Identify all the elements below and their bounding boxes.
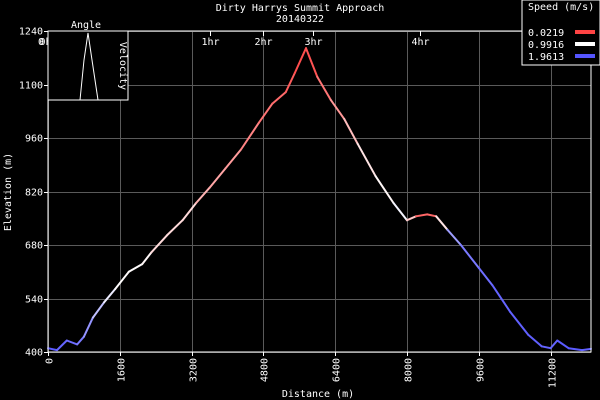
- elevation-segment: [141, 251, 153, 266]
- inset-left-label: 0: [38, 37, 44, 48]
- elevation-segment: [65, 339, 79, 346]
- x-tick-label: 3200: [189, 358, 200, 382]
- speed-legend-value: 0.0219: [528, 28, 564, 39]
- elevation-segment: [208, 167, 227, 189]
- axis-ticks: 0 1600 3200 4800 6400 8000 9600 112004005406808…: [19, 27, 559, 389]
- x-tick-label: 4800: [260, 358, 271, 382]
- x-tick-label: 9600: [476, 358, 487, 382]
- elevation-segment: [224, 148, 242, 170]
- elevation-segment: [165, 219, 184, 237]
- inset-angle-line: [79, 32, 99, 101]
- time-marker-label: 3hr: [304, 37, 322, 48]
- elevation-segment: [103, 287, 117, 304]
- elevation-segment: [549, 339, 559, 350]
- y-axis-label: Elevation (m): [3, 153, 14, 231]
- x-tick-label: 11200: [548, 358, 559, 388]
- elevation-segment: [415, 213, 429, 218]
- time-marker-label: 4hr: [411, 37, 429, 48]
- elevation-segment: [293, 47, 307, 74]
- inset-right-label: Velocity: [117, 42, 128, 90]
- elevation-segment: [305, 47, 319, 78]
- elevation-segment: [329, 98, 346, 120]
- elevation-segment: [556, 339, 570, 350]
- speed-legend-title: Speed (m/s): [528, 2, 594, 13]
- elevation-segment: [127, 263, 144, 273]
- elevation-segment: [76, 335, 85, 346]
- elevation-segment: [356, 142, 377, 178]
- y-tick-label: 960: [25, 134, 43, 145]
- elevation-segment: [257, 102, 274, 124]
- y-tick-label: 680: [25, 241, 43, 252]
- y-tick-label: 1240: [19, 27, 43, 38]
- elevation-segment: [477, 266, 494, 287]
- elevation-segment: [284, 72, 296, 94]
- elevation-segment: [271, 91, 287, 105]
- y-tick-label: 1100: [19, 81, 43, 92]
- time-marker-label: 1hr: [201, 37, 219, 48]
- chart-subtitle: 20140322: [276, 14, 324, 25]
- time-marker-label: 2hr: [254, 37, 272, 48]
- x-tick-label: 6400: [332, 358, 343, 382]
- angle-inset: Angle 0 Velocity: [38, 20, 129, 101]
- elevation-segment: [47, 347, 58, 352]
- elevation-segment: [459, 244, 480, 269]
- elevation-segment: [181, 202, 198, 222]
- speed-legend-value: 1.9613: [528, 52, 564, 63]
- y-tick-label: 540: [25, 295, 43, 306]
- speed-legend-value: 0.9916: [528, 40, 564, 51]
- elevation-segment: [540, 345, 552, 350]
- elevation-segment: [491, 284, 512, 313]
- elevation-segment: [91, 301, 106, 319]
- x-tick-label: 0: [45, 358, 56, 364]
- elevation-segment: [581, 347, 592, 352]
- elevation-segment: [82, 316, 94, 338]
- elevation-segment: [567, 347, 583, 352]
- elevation-segment: [406, 215, 417, 222]
- y-tick-label: 400: [25, 348, 43, 359]
- elevation-segment: [435, 215, 449, 231]
- grid-lines: [48, 31, 591, 353]
- elevation-segment: [56, 339, 68, 352]
- x-tick-label: 1600: [117, 358, 128, 382]
- elevation-segment: [195, 186, 211, 204]
- y-tick-label: 820: [25, 188, 43, 199]
- plot-frame: [47, 30, 592, 353]
- elevation-segment: [426, 213, 438, 218]
- elevation-segment: [527, 333, 543, 348]
- elevation-segment: [509, 310, 530, 336]
- elevation-segment: [240, 121, 260, 151]
- x-tick-label: 8000: [404, 358, 415, 382]
- elevation-segment: [343, 117, 359, 145]
- elevation-segment: [374, 175, 395, 204]
- elevation-segment: [316, 75, 332, 101]
- inset-title: Angle: [71, 20, 101, 31]
- x-axis-label: Distance (m): [282, 389, 354, 400]
- chart-title: Dirty Harrys Summit Approach: [216, 3, 385, 14]
- elevation-segment: [114, 270, 130, 290]
- elevation-segment: [392, 202, 408, 222]
- elevation-segment: [150, 234, 168, 254]
- elevation-series: [47, 47, 592, 352]
- elevation-segment: [446, 228, 462, 246]
